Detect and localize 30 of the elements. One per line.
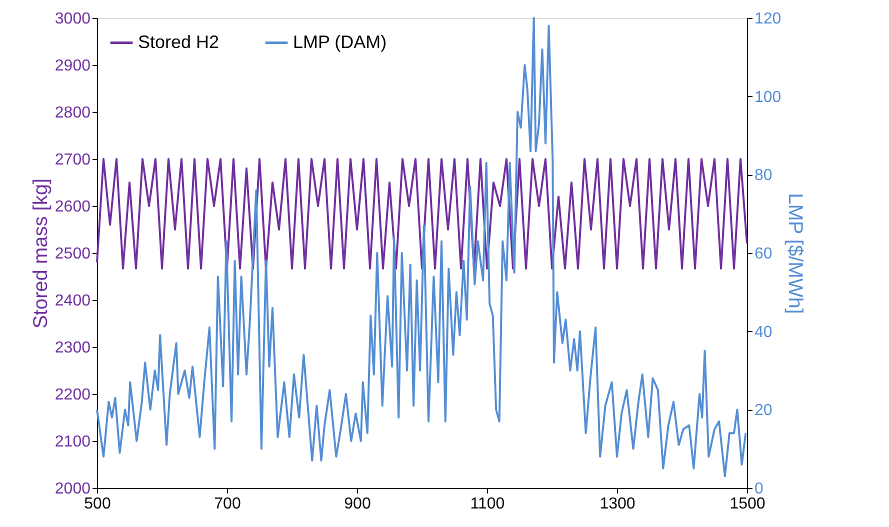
x-tick-label: 500 xyxy=(84,496,111,512)
legend-label: LMP (DAM) xyxy=(293,32,387,52)
y-tick-label: 2100 xyxy=(54,434,91,450)
y2-tick-label: 60 xyxy=(754,246,772,262)
y2-tick-label: 120 xyxy=(754,10,782,28)
y-tick-label: 3000 xyxy=(54,10,91,28)
x-tick-label: 1500 xyxy=(730,496,766,512)
y-tick-label: 2900 xyxy=(54,58,91,74)
y2-tick-label: 20 xyxy=(754,402,772,420)
line-series xyxy=(96,17,747,478)
x-tick-label: 900 xyxy=(344,496,371,512)
y-tick-label: 2200 xyxy=(54,386,91,404)
y-tick-label: 2000 xyxy=(54,480,91,498)
y2-tick-label: 100 xyxy=(754,88,782,106)
y2-axis-title: LMP [$/MWh] xyxy=(784,193,806,314)
y-tick-label: 2400 xyxy=(54,292,91,310)
y2-tick-label: 40 xyxy=(754,324,772,341)
y-axis-title: Stored mass [kg] xyxy=(30,178,52,329)
line-series xyxy=(96,158,748,270)
y-tick-label: 2800 xyxy=(54,104,91,122)
y-tick-label: 2700 xyxy=(54,152,91,168)
x-tick-label: 1300 xyxy=(600,496,636,512)
x-tick-label: 700 xyxy=(214,496,241,512)
y-tick-label: 2600 xyxy=(54,198,91,216)
y2-tick-label: 0 xyxy=(754,480,764,498)
y-tick-label: 2500 xyxy=(54,246,91,262)
y2-tick-label: 80 xyxy=(754,167,772,184)
legend-label: Stored H2 xyxy=(138,32,220,52)
x-tick-label: 1100 xyxy=(470,496,505,512)
y-tick-label: 2300 xyxy=(54,340,91,356)
